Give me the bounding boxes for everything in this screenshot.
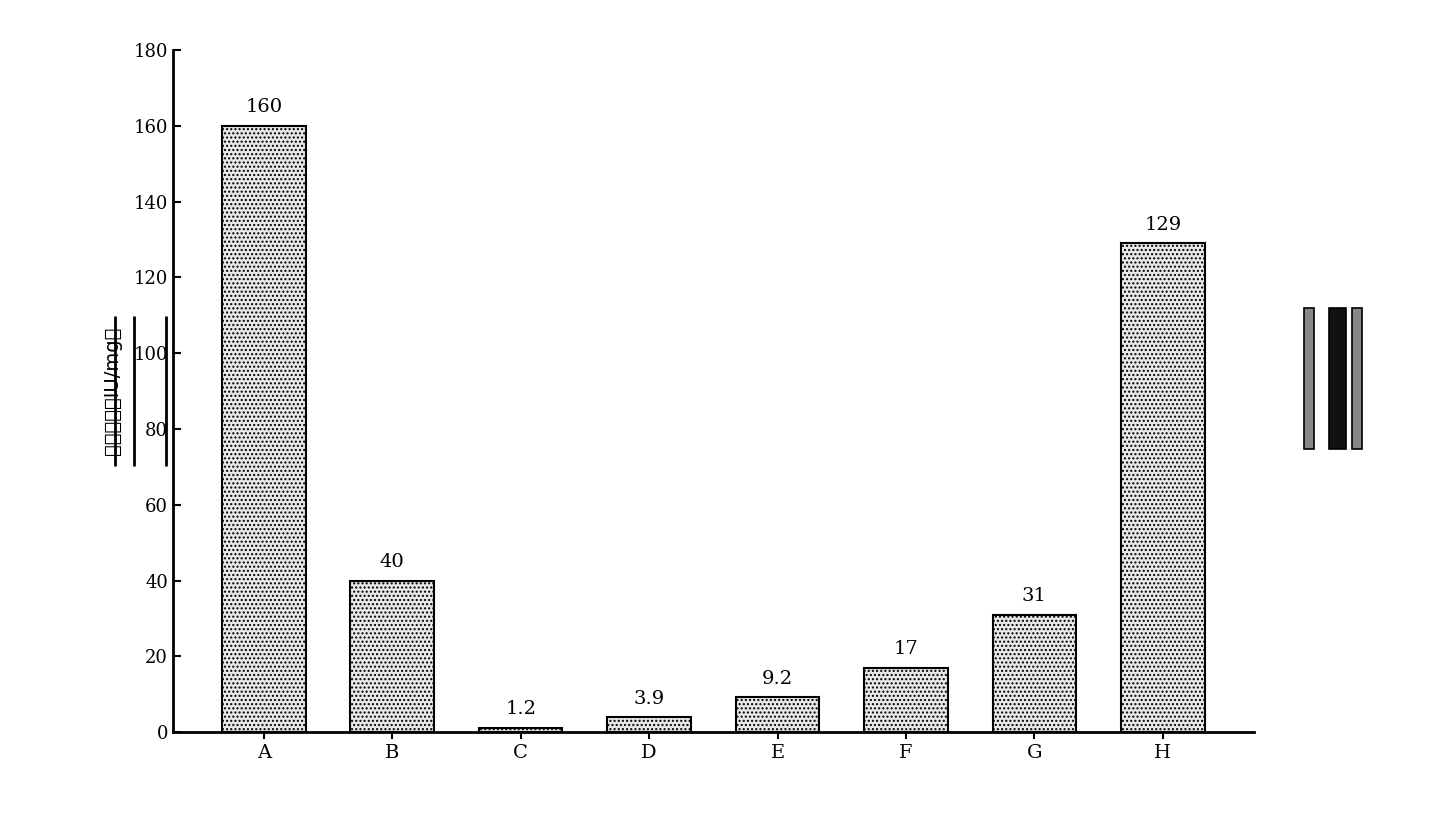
Bar [350,581,434,732]
Text: 9.2: 9.2 [762,670,793,688]
Text: 3.9: 3.9 [634,690,664,708]
Bar [993,615,1076,732]
Bar [607,717,690,732]
Text: 31: 31 [1022,587,1046,605]
Bar [865,668,948,732]
Text: 40: 40 [380,553,405,571]
Text: 1.2: 1.2 [506,701,536,718]
Text: 17: 17 [893,641,918,658]
Text: 129: 129 [1144,215,1182,234]
Bar [736,697,820,732]
Text: 160: 160 [245,98,282,116]
Bar [478,728,562,732]
Bar [1121,243,1205,732]
Y-axis label: 抗凜活性（IU/mg）: 抗凜活性（IU/mg） [104,327,122,455]
Bar [222,126,305,732]
